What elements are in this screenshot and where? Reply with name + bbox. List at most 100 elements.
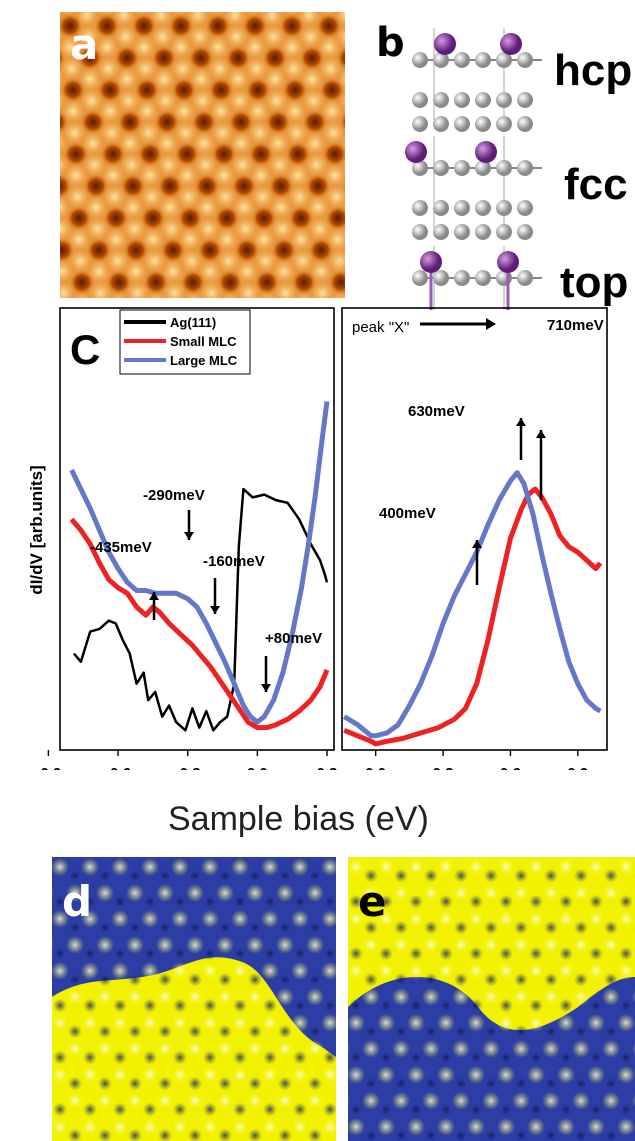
lattice-bright-spot [111, 1117, 129, 1136]
annotation-label: 400meV [379, 505, 436, 522]
lattice-dark-spot [143, 894, 157, 909]
stm-image-a [60, 12, 345, 298]
stm-pit [131, 13, 157, 39]
lattice-dark-spot [574, 1024, 588, 1039]
lattice-dark-spot [454, 1076, 468, 1091]
lattice-bright-spot [542, 1039, 560, 1058]
lattice-dark-spot [53, 894, 67, 909]
lattice-dark-spot [514, 1076, 528, 1091]
lattice-bright-spot [348, 939, 350, 951]
lattice-bright-spot [261, 1013, 279, 1032]
lattice-dark-spot [143, 1102, 157, 1117]
panel-a: a [60, 12, 345, 298]
lattice-bright-spot [52, 909, 69, 928]
lattice-dark-spot [499, 894, 513, 909]
lattice-dark-spot [589, 998, 603, 1013]
stm-bump [102, 184, 127, 209]
lattice-dark-spot [379, 894, 393, 909]
lattice-dark-spot [589, 1050, 603, 1065]
stm-pit [157, 173, 183, 200]
stm-pit [302, 109, 328, 136]
lattice-dark-spot [278, 1076, 292, 1091]
lattice-dark-spot [98, 920, 112, 935]
lattice-dark-spot [188, 920, 202, 935]
lattice-bright-spot [512, 1039, 530, 1058]
lattice-bright-spot [348, 991, 350, 1003]
lattice-dark-spot [323, 998, 336, 1013]
lattice-bright-spot [348, 858, 365, 876]
lattice-dark-spot [203, 998, 217, 1013]
lattice-dark-spot [364, 920, 378, 935]
lattice-bright-spot [572, 1091, 590, 1110]
lattice-dark-spot [308, 1076, 322, 1091]
panel-label-e: e [358, 877, 387, 926]
stm-pit [86, 237, 112, 264]
lattice-bright-spot [201, 961, 219, 980]
lattice-dark-spot [394, 868, 408, 883]
lattice-bright-spot [617, 961, 635, 980]
stm-bump [62, 120, 87, 145]
stm-pit [339, 111, 345, 134]
lattice-bright-spot [52, 991, 54, 1003]
lattice-bright-spot [216, 987, 234, 1006]
lattice-dark-spot [529, 998, 543, 1013]
lattice-bright-spot [141, 1013, 159, 1032]
peak-x-arrow-head [486, 318, 496, 330]
lattice-dark-spot [499, 1050, 513, 1065]
lattice-dark-spot [604, 1024, 618, 1039]
annotation-label: +80meV [265, 630, 322, 647]
panel-label-d: d [62, 877, 93, 926]
ag-atom [517, 224, 533, 240]
stm-pit [77, 45, 103, 72]
lattice-bright-spot [527, 909, 545, 928]
annotation-label: 630meV [408, 403, 465, 420]
lattice-bright-spot [66, 935, 84, 954]
lattice-dark-spot [83, 894, 97, 909]
lattice-bright-spot [572, 987, 590, 1006]
lattice-dark-spot [248, 1076, 262, 1091]
lattice-bright-spot [422, 935, 440, 954]
stm-bump [207, 56, 232, 81]
stm-bump [116, 88, 141, 113]
stm-pit [234, 237, 260, 264]
lattice-dark-spot [218, 920, 232, 935]
stm-pit [134, 77, 160, 104]
lattice-bright-spot [52, 887, 54, 899]
lattice-dark-spot [158, 1076, 172, 1091]
stm-bump [318, 56, 343, 81]
left-chart-series-large_mlc [69, 401, 330, 725]
lattice-dark-spot [233, 1050, 247, 1065]
lattice-dark-spot [263, 1102, 277, 1117]
annotation-label: 710meV [547, 317, 604, 334]
lattice-bright-spot [186, 883, 204, 902]
lattice-bright-spot [291, 858, 309, 876]
lattice-bright-spot [512, 987, 530, 1006]
lattice-dark-spot [83, 946, 97, 961]
iodine-atom [500, 33, 522, 55]
lattice-bright-spot [291, 909, 309, 928]
stm-pit [254, 269, 280, 296]
lattice-dark-spot [394, 1024, 408, 1039]
lattice-dark-spot [263, 1050, 277, 1065]
ag-atom [412, 92, 428, 108]
left-chart-x-tick-label: 0,3 [317, 765, 338, 770]
lattice-dark-spot [424, 1076, 438, 1091]
lattice-dark-spot [293, 946, 307, 961]
lattice-bright-spot [156, 1091, 174, 1110]
stm-pit [60, 237, 75, 264]
ag-atom [517, 270, 533, 286]
lattice-bright-spot [201, 858, 219, 876]
lattice-dark-spot [364, 1128, 378, 1141]
lattice-dark-spot [394, 1128, 408, 1141]
lattice-bright-spot [126, 987, 144, 1006]
lattice-bright-spot [452, 883, 470, 902]
lattice-dark-spot [98, 972, 112, 987]
lattice-bright-spot [111, 858, 129, 876]
ag-atom [433, 52, 449, 68]
stm-bump [230, 152, 255, 177]
lattice-dark-spot [439, 998, 453, 1013]
stm-pit [69, 269, 95, 296]
lattice-bright-spot [362, 987, 380, 1006]
stm-bump [85, 216, 110, 241]
lattice-dark-spot [619, 946, 633, 961]
